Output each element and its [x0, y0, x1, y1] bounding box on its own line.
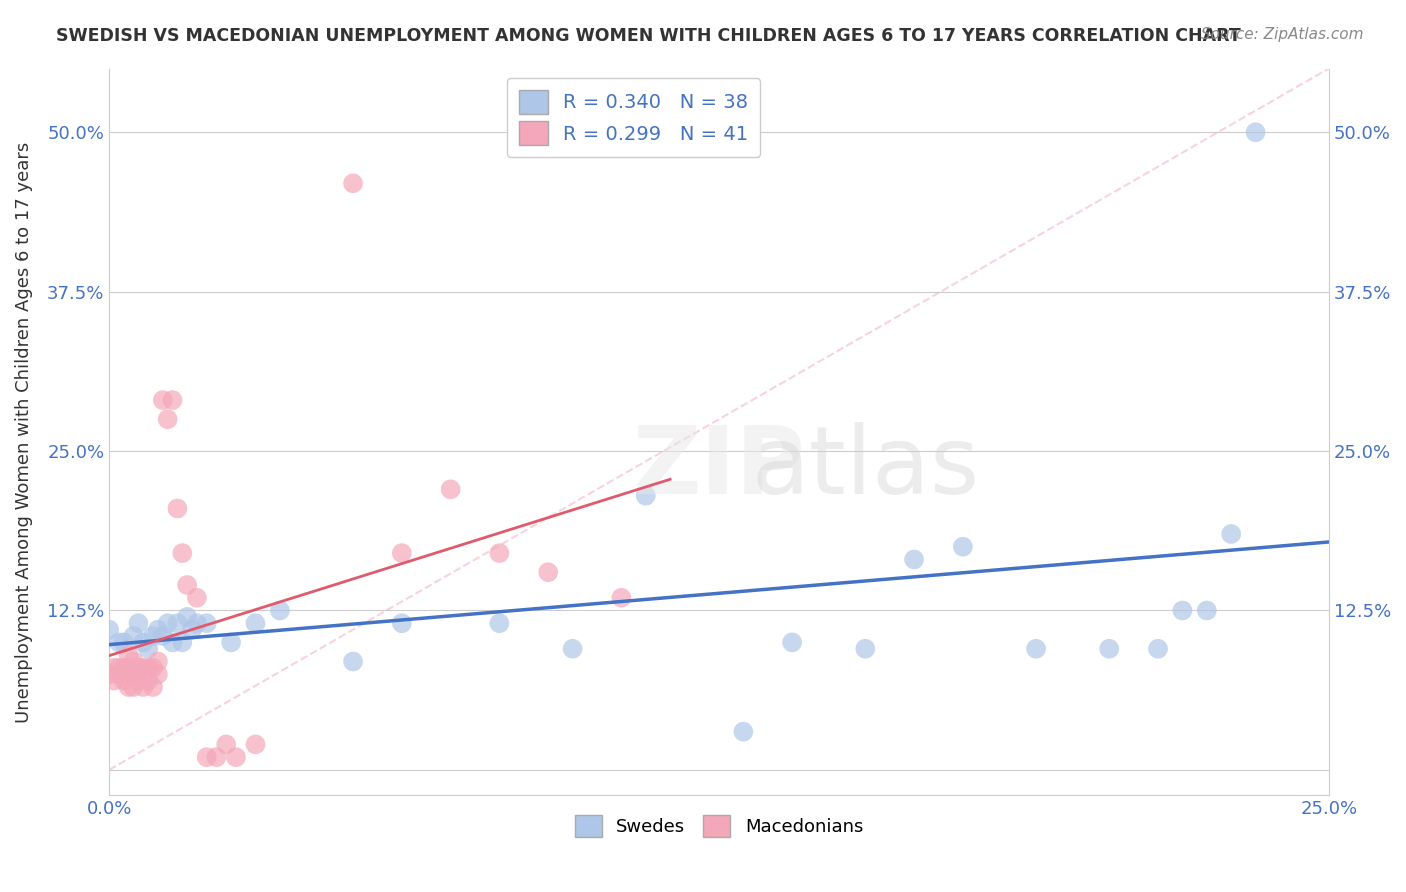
Point [181, 623, 204, 637]
Point [733, 724, 755, 739]
Point [1220, 527, 1243, 541]
Point [245, 616, 267, 631]
Point [176, 578, 198, 592]
Point [440, 483, 463, 497]
Point [122, 667, 145, 681]
Point [122, 655, 145, 669]
Point [103, 673, 125, 688]
Text: Source: ZipAtlas.com: Source: ZipAtlas.com [1201, 27, 1364, 42]
Point [103, 661, 125, 675]
Point [122, 629, 145, 643]
Point [152, 393, 174, 408]
Point [146, 667, 169, 681]
Point [142, 629, 165, 643]
Point [1171, 603, 1194, 617]
Point [205, 750, 228, 764]
Y-axis label: Unemployment Among Women with Children Ages 6 to 17 years: Unemployment Among Women with Children A… [15, 141, 32, 723]
Point [136, 641, 159, 656]
Point [952, 540, 974, 554]
Point [132, 635, 155, 649]
Point [162, 635, 184, 649]
Point [142, 680, 165, 694]
Point [1025, 641, 1047, 656]
Point [488, 546, 510, 560]
Point [219, 635, 242, 649]
Point [342, 176, 364, 190]
Point [98, 667, 121, 681]
Point [853, 641, 876, 656]
Point [108, 667, 131, 681]
Point [610, 591, 633, 605]
Point [112, 673, 135, 688]
Point [391, 546, 413, 560]
Point [142, 661, 165, 675]
Point [903, 552, 925, 566]
Point [269, 603, 291, 617]
Point [112, 661, 135, 675]
Point [186, 616, 208, 631]
Point [537, 566, 560, 580]
Text: ZIP: ZIP [633, 422, 806, 515]
Point [146, 623, 169, 637]
Point [108, 635, 131, 649]
Point [176, 610, 198, 624]
Point [132, 661, 155, 675]
Point [634, 489, 657, 503]
Point [156, 412, 179, 426]
Point [561, 641, 583, 656]
Point [1098, 641, 1121, 656]
Point [162, 393, 184, 408]
Point [391, 616, 413, 631]
Point [172, 635, 194, 649]
Point [780, 635, 803, 649]
Point [152, 629, 174, 643]
Legend: Swedes, Macedonians: Swedes, Macedonians [568, 808, 870, 845]
Point [166, 501, 188, 516]
Point [225, 750, 247, 764]
Point [132, 680, 155, 694]
Point [117, 648, 139, 662]
Point [342, 655, 364, 669]
Point [127, 673, 149, 688]
Point [195, 750, 218, 764]
Point [156, 616, 179, 631]
Point [245, 738, 267, 752]
Point [215, 738, 238, 752]
Point [1244, 125, 1267, 139]
Point [117, 680, 139, 694]
Point [117, 661, 139, 675]
Point [488, 616, 510, 631]
Point [136, 661, 159, 675]
Point [146, 655, 169, 669]
Point [172, 546, 194, 560]
Point [186, 591, 208, 605]
Point [136, 673, 159, 688]
Point [127, 616, 149, 631]
Text: atlas: atlas [751, 422, 980, 515]
Point [127, 661, 149, 675]
Point [98, 623, 121, 637]
Point [108, 661, 131, 675]
Point [122, 680, 145, 694]
Point [1195, 603, 1218, 617]
Text: SWEDISH VS MACEDONIAN UNEMPLOYMENT AMONG WOMEN WITH CHILDREN AGES 6 TO 17 YEARS : SWEDISH VS MACEDONIAN UNEMPLOYMENT AMONG… [56, 27, 1241, 45]
Point [166, 616, 188, 631]
Point [112, 635, 135, 649]
Point [1147, 641, 1170, 656]
Point [195, 616, 218, 631]
